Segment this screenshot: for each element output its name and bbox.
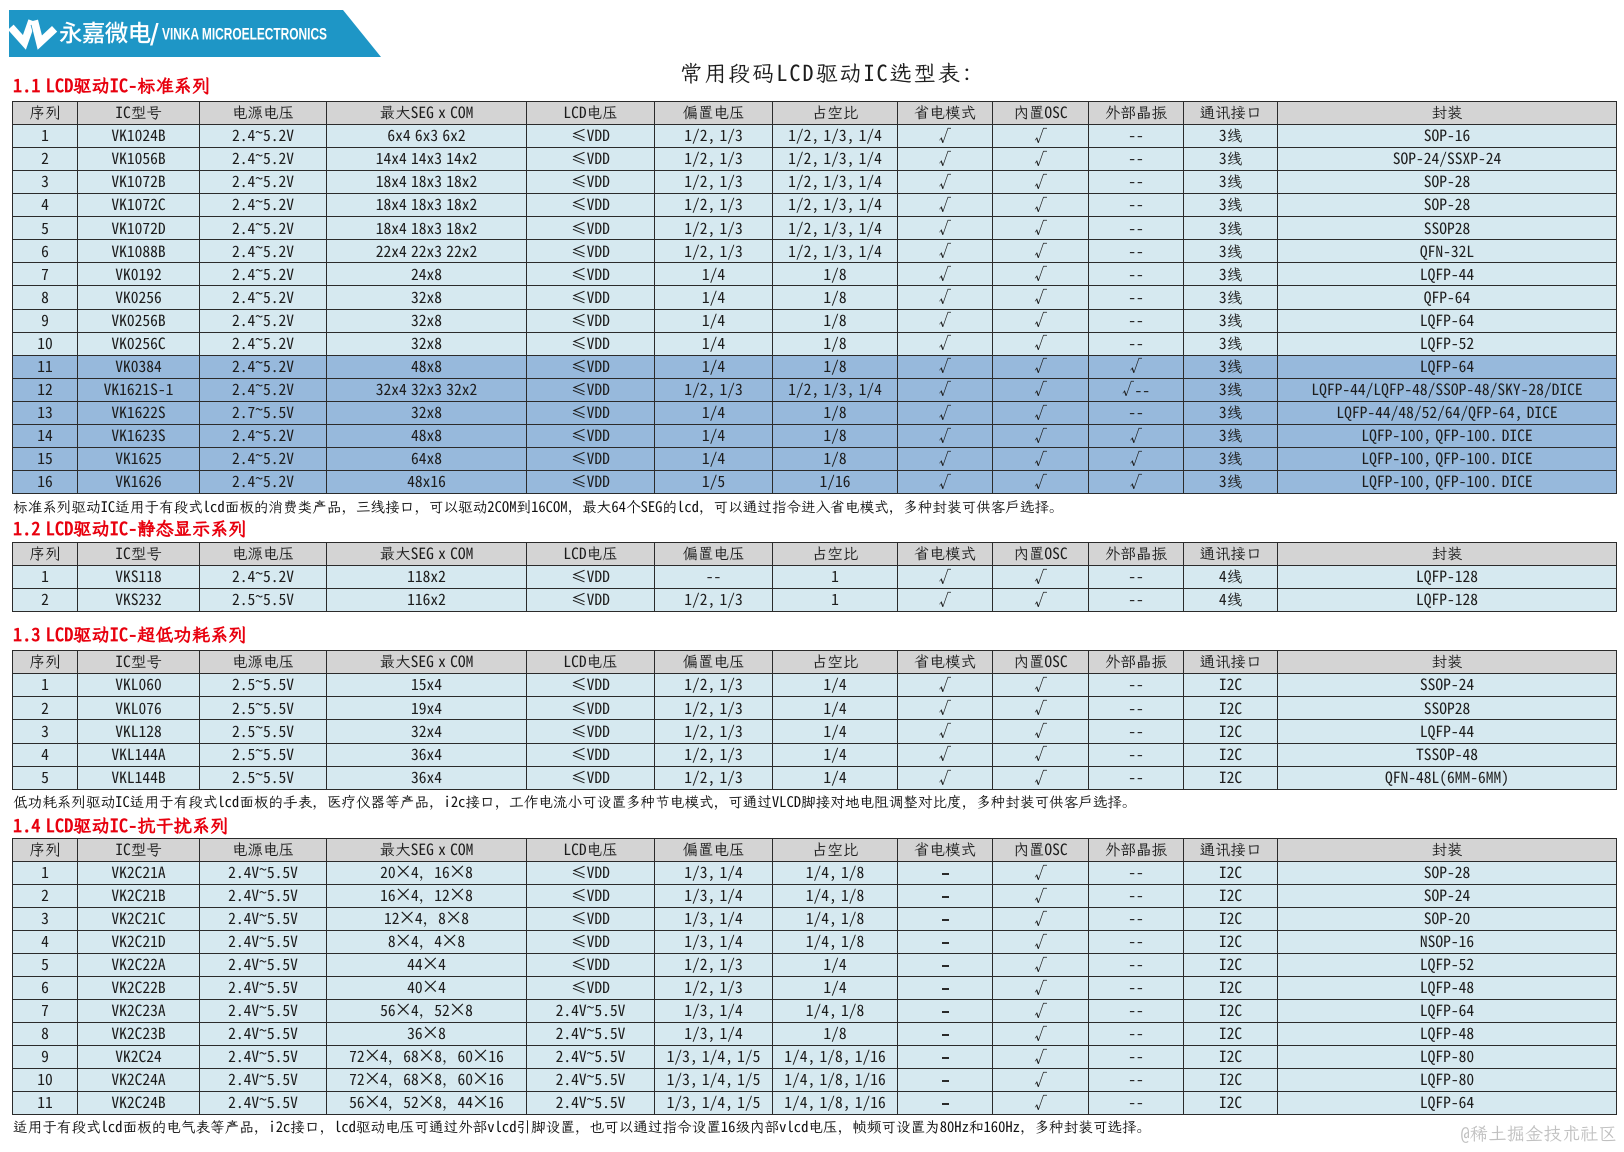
svg-text:永嘉微电: 永嘉微电 [59,15,151,49]
svg-text:/: / [150,17,159,52]
svg-text:VINKA MICROELECTRONICS: VINKA MICROELECTRONICS [162,25,327,44]
